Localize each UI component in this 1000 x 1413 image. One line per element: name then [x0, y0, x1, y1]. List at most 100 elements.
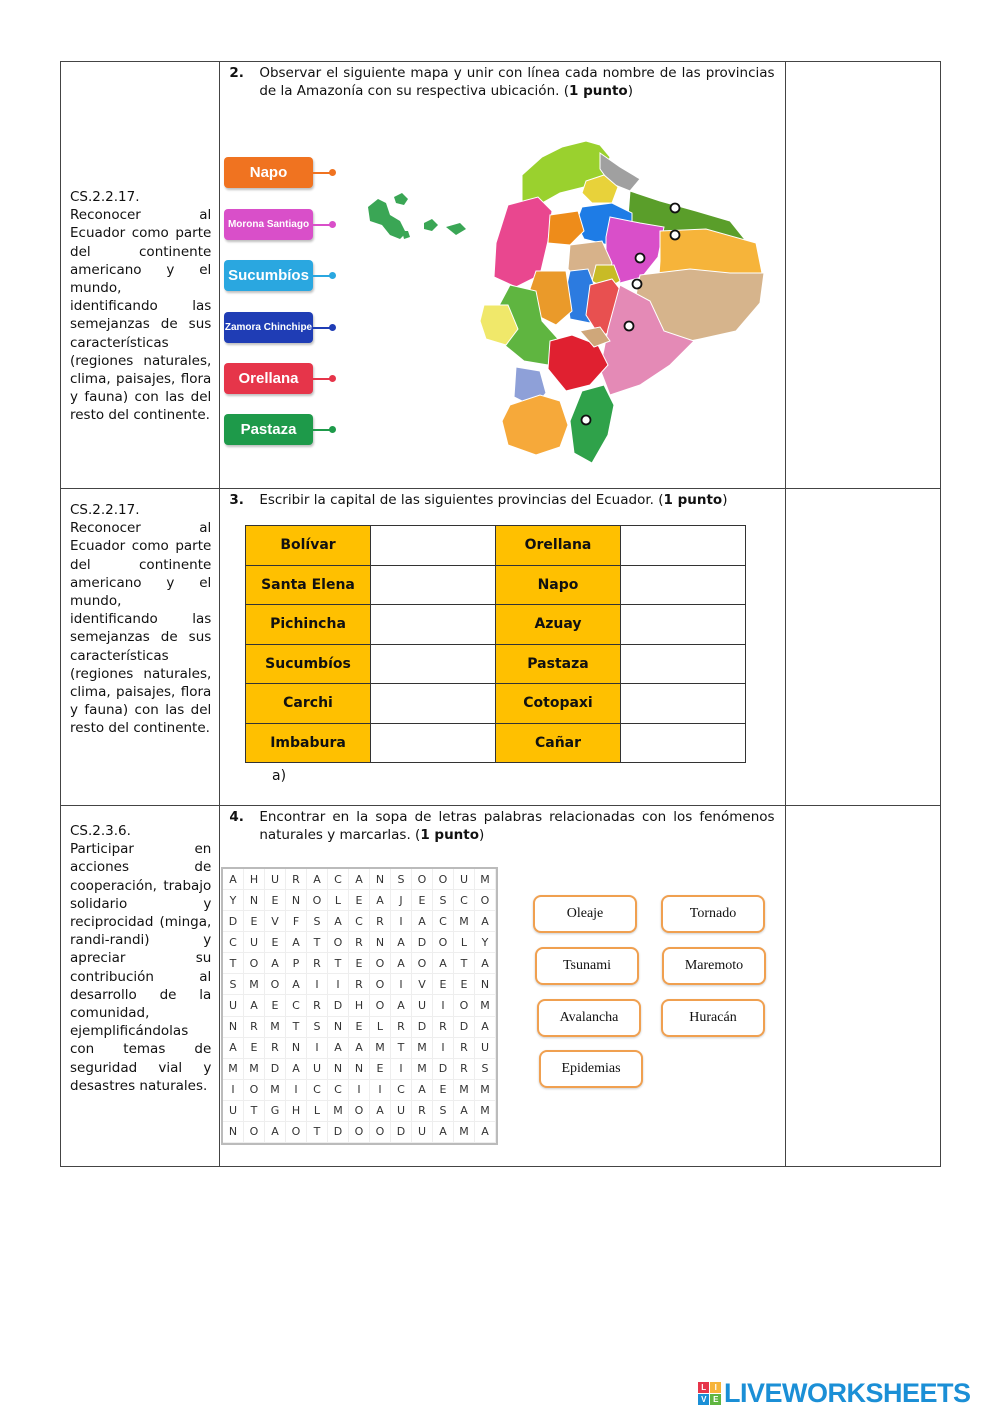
connector-dot[interactable]	[329, 169, 336, 176]
grid-letter[interactable]: U	[454, 869, 475, 891]
score-cell[interactable]	[784, 61, 942, 489]
grid-letter[interactable]: S	[475, 1058, 496, 1080]
grid-letter[interactable]: D	[265, 1058, 286, 1080]
grid-letter[interactable]: M	[454, 1121, 475, 1143]
grid-letter[interactable]: A	[286, 1058, 307, 1080]
grid-letter[interactable]: E	[433, 1079, 454, 1101]
grid-letter[interactable]: I	[391, 974, 412, 996]
grid-letter[interactable]: I	[328, 974, 349, 996]
grid-letter[interactable]: A	[454, 1100, 475, 1122]
grid-letter[interactable]: A	[412, 1079, 433, 1101]
score-cell[interactable]	[784, 488, 942, 806]
grid-letter[interactable]: O	[349, 1100, 370, 1122]
grid-letter[interactable]: E	[265, 890, 286, 912]
grid-letter[interactable]: H	[286, 1100, 307, 1122]
grid-letter[interactable]: Y	[475, 932, 496, 954]
grid-letter[interactable]: U	[307, 1058, 328, 1080]
capital-answer-field[interactable]	[620, 643, 746, 684]
grid-letter[interactable]: N	[328, 1058, 349, 1080]
grid-letter[interactable]: O	[328, 932, 349, 954]
grid-letter[interactable]: U	[412, 995, 433, 1017]
capital-answer-field[interactable]	[370, 643, 496, 684]
province-label[interactable]: Zamora Chinchipe	[224, 312, 313, 343]
grid-letter[interactable]: O	[307, 890, 328, 912]
connector-dot[interactable]	[329, 221, 336, 228]
grid-letter[interactable]: M	[454, 1079, 475, 1101]
grid-letter[interactable]: E	[370, 1058, 391, 1080]
grid-letter[interactable]: I	[391, 911, 412, 933]
grid-letter[interactable]: O	[412, 953, 433, 975]
capital-answer-field[interactable]	[620, 525, 746, 566]
grid-letter[interactable]: O	[265, 974, 286, 996]
grid-letter[interactable]: A	[391, 995, 412, 1017]
grid-letter[interactable]: M	[475, 995, 496, 1017]
grid-letter[interactable]: Y	[223, 890, 244, 912]
grid-letter[interactable]: T	[223, 953, 244, 975]
grid-letter[interactable]: E	[454, 974, 475, 996]
grid-letter[interactable]: M	[265, 1016, 286, 1038]
grid-letter[interactable]: L	[454, 932, 475, 954]
grid-letter[interactable]: R	[454, 1037, 475, 1059]
grid-letter[interactable]: E	[349, 953, 370, 975]
grid-letter[interactable]: R	[412, 1100, 433, 1122]
grid-letter[interactable]: S	[433, 890, 454, 912]
grid-letter[interactable]: C	[391, 1079, 412, 1101]
grid-letter[interactable]: I	[307, 1037, 328, 1059]
grid-letter[interactable]: A	[349, 869, 370, 891]
grid-letter[interactable]: O	[349, 1121, 370, 1143]
grid-letter[interactable]: C	[307, 1079, 328, 1101]
grid-letter[interactable]: O	[475, 890, 496, 912]
grid-letter[interactable]: A	[349, 1037, 370, 1059]
grid-letter[interactable]: C	[286, 995, 307, 1017]
grid-letter[interactable]: M	[412, 1058, 433, 1080]
grid-letter[interactable]: C	[433, 911, 454, 933]
grid-letter[interactable]: H	[349, 995, 370, 1017]
grid-letter[interactable]: C	[328, 869, 349, 891]
grid-letter[interactable]: M	[244, 1058, 265, 1080]
grid-letter[interactable]: U	[475, 1037, 496, 1059]
grid-letter[interactable]: R	[286, 869, 307, 891]
grid-letter[interactable]: O	[370, 1121, 391, 1143]
capital-answer-field[interactable]	[370, 564, 496, 605]
grid-letter[interactable]: I	[433, 1037, 454, 1059]
grid-letter[interactable]: L	[328, 890, 349, 912]
grid-letter[interactable]: D	[412, 1016, 433, 1038]
grid-letter[interactable]: T	[307, 932, 328, 954]
grid-letter[interactable]: D	[412, 932, 433, 954]
connector-dot[interactable]	[329, 324, 336, 331]
grid-letter[interactable]: A	[391, 953, 412, 975]
grid-letter[interactable]: A	[475, 1121, 496, 1143]
grid-letter[interactable]: N	[286, 890, 307, 912]
grid-letter[interactable]: O	[286, 1121, 307, 1143]
connector-dot[interactable]	[329, 426, 336, 433]
grid-letter[interactable]: R	[349, 974, 370, 996]
grid-letter[interactable]: A	[328, 1037, 349, 1059]
grid-letter[interactable]: E	[265, 932, 286, 954]
score-cell[interactable]	[784, 805, 942, 1167]
grid-letter[interactable]: N	[286, 1037, 307, 1059]
grid-letter[interactable]: E	[349, 1016, 370, 1038]
grid-letter[interactable]: I	[433, 995, 454, 1017]
grid-letter[interactable]: O	[454, 995, 475, 1017]
grid-letter[interactable]: E	[265, 995, 286, 1017]
grid-letter[interactable]: D	[454, 1016, 475, 1038]
grid-letter[interactable]: C	[454, 890, 475, 912]
grid-letter[interactable]: A	[244, 995, 265, 1017]
grid-letter[interactable]: I	[223, 1079, 244, 1101]
grid-letter[interactable]: A	[475, 1016, 496, 1038]
grid-letter[interactable]: A	[433, 953, 454, 975]
grid-letter[interactable]: M	[223, 1058, 244, 1080]
grid-letter[interactable]: R	[391, 1016, 412, 1038]
grid-letter[interactable]: A	[265, 953, 286, 975]
capital-answer-field[interactable]	[620, 604, 746, 645]
grid-letter[interactable]: A	[265, 1121, 286, 1143]
grid-letter[interactable]: C	[223, 932, 244, 954]
grid-letter[interactable]: M	[328, 1100, 349, 1122]
grid-letter[interactable]: T	[307, 1121, 328, 1143]
grid-letter[interactable]: A	[475, 911, 496, 933]
grid-letter[interactable]: A	[370, 890, 391, 912]
grid-letter[interactable]: C	[349, 911, 370, 933]
grid-letter[interactable]: N	[223, 1016, 244, 1038]
grid-letter[interactable]: L	[307, 1100, 328, 1122]
grid-letter[interactable]: S	[307, 1016, 328, 1038]
